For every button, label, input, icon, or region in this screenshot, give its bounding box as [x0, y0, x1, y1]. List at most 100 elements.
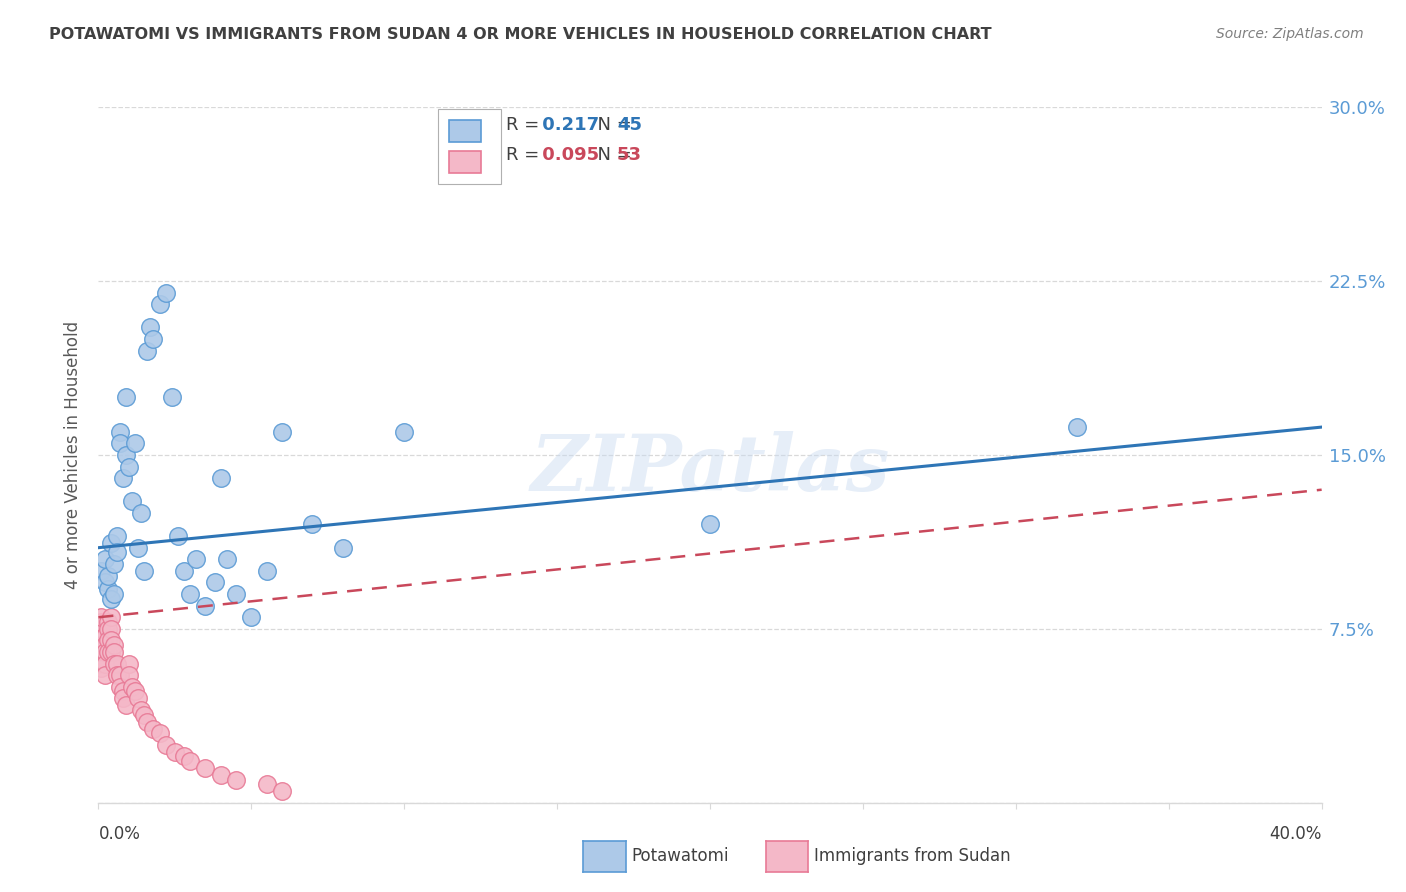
Point [167, 529, 190, 543]
Point [90, 564, 112, 578]
Point [129, 506, 152, 520]
Point [93, 552, 115, 566]
Point [179, 587, 201, 601]
Point [105, 545, 128, 559]
Point [87, 629, 110, 643]
Point [105, 529, 128, 543]
Point [142, 722, 165, 736]
Point [139, 320, 162, 334]
Point [97, 582, 120, 597]
Point [93, 629, 115, 643]
Point [256, 777, 278, 791]
Point [93, 668, 115, 682]
Text: N =: N = [586, 116, 638, 134]
Point [108, 425, 131, 439]
Point [134, 564, 156, 578]
Point [163, 745, 186, 759]
Point [87, 657, 110, 671]
Point [225, 772, 247, 787]
Point [115, 448, 138, 462]
Point [186, 552, 208, 566]
Point [1066, 420, 1088, 434]
Text: 53: 53 [617, 146, 643, 164]
Point [270, 784, 292, 798]
Point [173, 564, 195, 578]
Point [118, 668, 141, 682]
Point [209, 471, 232, 485]
Point [332, 541, 354, 555]
Text: ZIPatlas: ZIPatlas [530, 431, 890, 507]
Text: Immigrants from Sudan: Immigrants from Sudan [814, 847, 1011, 865]
Point [124, 436, 146, 450]
Text: POTAWATOMI VS IMMIGRANTS FROM SUDAN 4 OR MORE VEHICLES IN HOUSEHOLD CORRELATION : POTAWATOMI VS IMMIGRANTS FROM SUDAN 4 OR… [49, 27, 991, 42]
Point [103, 587, 125, 601]
Point [100, 591, 122, 606]
Text: Source: ZipAtlas.com: Source: ZipAtlas.com [1216, 27, 1364, 41]
Point [115, 698, 138, 713]
Point [392, 425, 416, 439]
Text: N =: N = [586, 146, 638, 164]
Point [93, 657, 115, 671]
Point [103, 557, 125, 571]
Point [97, 622, 120, 636]
Text: 40.0%: 40.0% [1270, 825, 1322, 843]
Point [256, 564, 278, 578]
Point [111, 684, 134, 698]
Point [149, 726, 172, 740]
Point [142, 332, 165, 346]
Point [90, 652, 112, 666]
Point [301, 517, 323, 532]
Point [87, 638, 110, 652]
Point [194, 599, 217, 613]
Point [149, 297, 172, 311]
Point [134, 707, 156, 722]
Point [699, 517, 721, 532]
Point [97, 615, 120, 629]
Text: R =: R = [506, 146, 546, 164]
Point [179, 754, 201, 768]
Point [93, 575, 115, 590]
Point [121, 494, 143, 508]
Point [108, 680, 131, 694]
Point [155, 285, 177, 300]
Point [118, 459, 141, 474]
Point [215, 552, 238, 566]
Point [90, 622, 112, 636]
Point [111, 691, 134, 706]
Point [87, 633, 110, 648]
Text: R =: R = [506, 116, 546, 134]
Point [97, 568, 120, 582]
Point [100, 610, 122, 624]
Point [225, 587, 247, 601]
Point [127, 691, 149, 706]
Point [100, 645, 122, 659]
Text: 0.095: 0.095 [536, 146, 599, 164]
Point [105, 657, 128, 671]
Point [127, 541, 149, 555]
Y-axis label: 4 or more Vehicles in Household: 4 or more Vehicles in Household [65, 321, 83, 589]
Point [97, 633, 120, 648]
Point [103, 638, 125, 652]
Legend: , : , [437, 109, 501, 184]
Text: 0.217: 0.217 [536, 116, 599, 134]
Point [160, 390, 183, 404]
Point [87, 645, 110, 659]
Point [240, 610, 263, 624]
Point [270, 425, 292, 439]
Point [124, 684, 146, 698]
Text: 45: 45 [617, 116, 643, 134]
Point [90, 615, 112, 629]
Point [136, 343, 159, 358]
Point [90, 610, 112, 624]
Point [100, 536, 122, 550]
Point [90, 661, 112, 675]
Text: Potawatomi: Potawatomi [631, 847, 728, 865]
Point [103, 657, 125, 671]
Point [105, 668, 128, 682]
Point [93, 645, 115, 659]
Point [118, 657, 141, 671]
Point [115, 390, 138, 404]
Point [97, 645, 120, 659]
Point [155, 738, 177, 752]
Point [209, 768, 232, 782]
